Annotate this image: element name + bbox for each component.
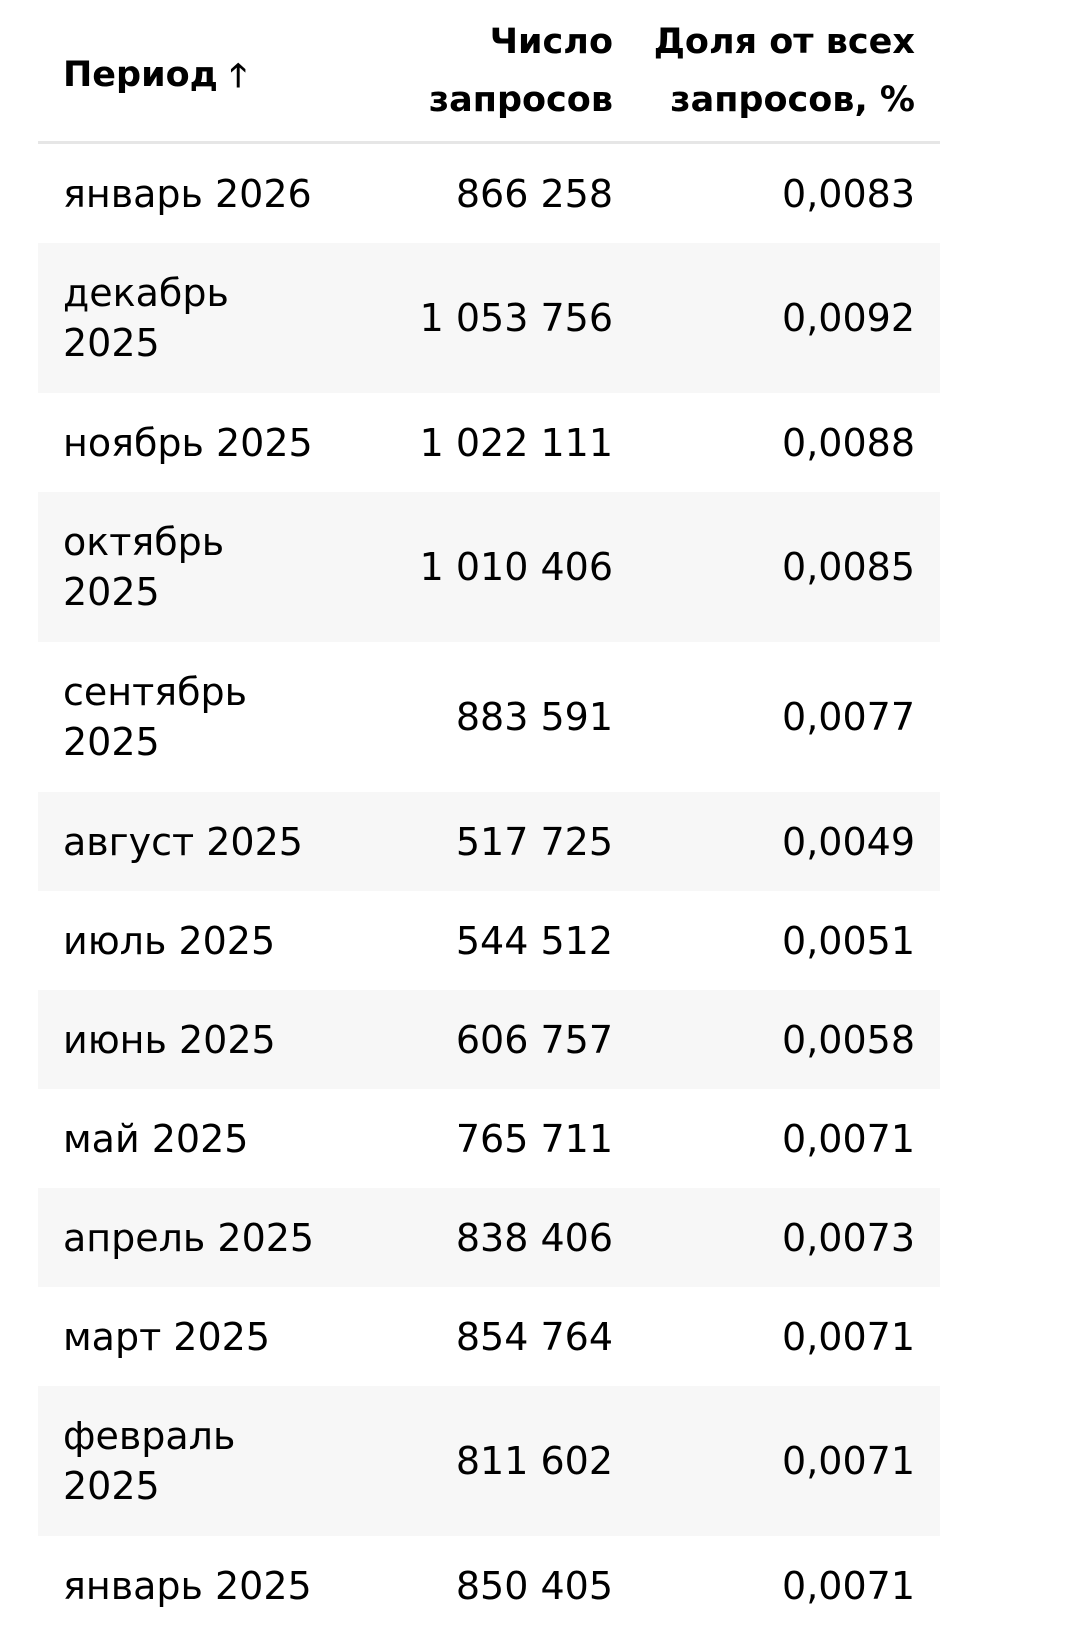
table-row: декабрь 2025 1 053 756 0,0092: [38, 243, 940, 393]
row-share: 0,0071: [782, 1563, 915, 1608]
row-count: 1 053 756: [419, 296, 613, 340]
row-count: 811 602: [455, 1439, 613, 1483]
row-period: ноябрь 2025: [63, 420, 313, 465]
row-share: 0,0049: [782, 819, 915, 864]
table-row: июнь 2025 606 757 0,0058: [38, 990, 940, 1089]
table-header: Период 🡑 Число запросов Доля от всех зап…: [38, 0, 940, 144]
table-row: август 2025 517 725 0,0049: [38, 792, 940, 891]
column-header-share-label: Доля от всех запросов, %: [653, 21, 915, 120]
row-share: 0,0071: [782, 1439, 915, 1483]
row-count: 866 258: [455, 171, 613, 216]
table-row: март 2025 854 764 0,0071: [38, 1287, 940, 1386]
row-period: август 2025: [63, 819, 303, 864]
row-share: 0,0083: [782, 171, 915, 216]
row-share: 0,0051: [782, 918, 915, 963]
row-share: 0,0088: [782, 420, 915, 465]
row-count: 1 010 406: [419, 545, 613, 589]
row-period: сентябрь 2025: [63, 670, 248, 764]
row-share: 0,0073: [782, 1215, 915, 1260]
row-share: 0,0071: [782, 1116, 915, 1161]
table-row: сентябрь 2025 883 591 0,0077: [38, 642, 940, 792]
row-count: 517 725: [455, 819, 613, 864]
row-period: май 2025: [63, 1116, 249, 1161]
column-header-count-label: Число запросов: [428, 21, 613, 120]
row-count: 544 512: [455, 918, 613, 963]
row-period: январь 2026: [63, 171, 312, 216]
row-count: 850 405: [455, 1563, 613, 1608]
column-header-share[interactable]: Доля от всех запросов, %: [613, 0, 940, 141]
row-period: апрель 2025: [63, 1215, 315, 1260]
row-count: 838 406: [455, 1215, 613, 1260]
arrow-up-icon[interactable]: 🡑: [229, 55, 247, 94]
column-header-period[interactable]: Период 🡑: [38, 0, 343, 141]
column-header-count[interactable]: Число запросов: [343, 0, 613, 141]
table-row: май 2025 765 711 0,0071: [38, 1089, 940, 1188]
row-share: 0,0071: [782, 1314, 915, 1359]
row-count: 883 591: [455, 695, 613, 739]
table-row: ноябрь 2025 1 022 111 0,0088: [38, 393, 940, 492]
row-count: 1 022 111: [419, 420, 613, 465]
table-row: октябрь 2025 1 010 406 0,0085: [38, 492, 940, 642]
row-count: 765 711: [455, 1116, 613, 1161]
table-row: январь 2025 850 405 0,0071: [38, 1536, 940, 1635]
row-period: июнь 2025: [63, 1017, 276, 1062]
row-period: март 2025: [63, 1314, 270, 1359]
row-period: июль 2025: [63, 918, 276, 963]
row-period: октябрь 2025: [63, 520, 225, 614]
row-period: февраль 2025: [63, 1414, 236, 1508]
row-share: 0,0092: [782, 296, 915, 340]
table-row: июль 2025 544 512 0,0051: [38, 891, 940, 990]
row-period: декабрь 2025: [63, 271, 229, 365]
row-share: 0,0085: [782, 545, 915, 589]
row-share: 0,0058: [782, 1017, 915, 1062]
row-share: 0,0077: [782, 695, 915, 739]
row-count: 854 764: [455, 1314, 613, 1359]
row-count: 606 757: [455, 1017, 613, 1062]
stats-table: Период 🡑 Число запросов Доля от всех зап…: [38, 0, 940, 1635]
row-period: январь 2025: [63, 1563, 312, 1608]
column-header-period-label: Период: [63, 54, 218, 95]
table-row: февраль 2025 811 602 0,0071: [38, 1386, 940, 1536]
table-row: январь 2026 866 258 0,0083: [38, 144, 940, 243]
table-row: апрель 2025 838 406 0,0073: [38, 1188, 940, 1287]
